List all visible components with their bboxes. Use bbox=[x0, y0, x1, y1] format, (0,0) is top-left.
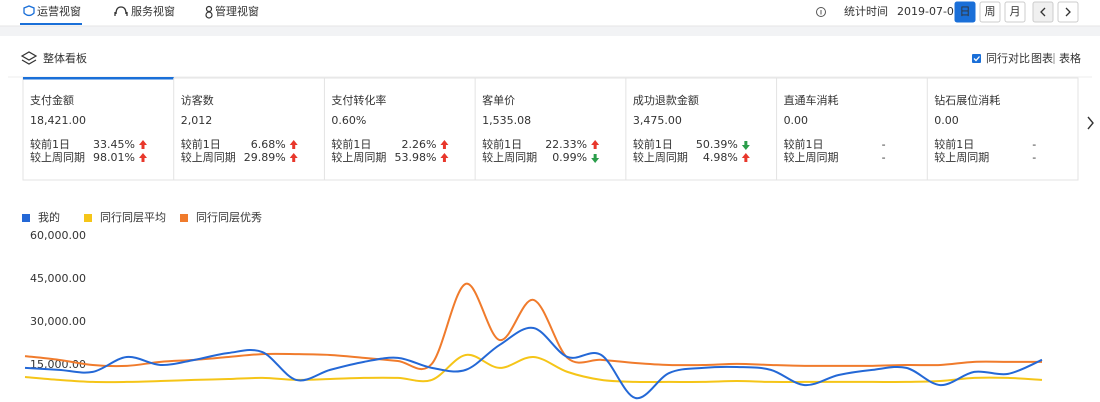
compare-label: 较上周同期 bbox=[482, 150, 537, 164]
compare-pct: 22.33% bbox=[545, 138, 587, 151]
y-tick-label: 60,000.00 bbox=[30, 229, 86, 242]
legend-swatch bbox=[180, 214, 188, 222]
nav-tab[interactable]: 服务视窗 bbox=[131, 4, 175, 18]
compare-pct: 6.68% bbox=[251, 138, 286, 151]
period-button-label[interactable]: 日 bbox=[960, 5, 971, 18]
compare-label: 较上周同期 bbox=[331, 150, 386, 164]
compare-checkbox[interactable] bbox=[972, 54, 981, 63]
active-tab-underline bbox=[20, 23, 82, 25]
compare-pct: 0.99% bbox=[552, 151, 587, 164]
card-value: 1,535.08 bbox=[482, 114, 531, 127]
nav-tab[interactable]: 运营视窗 bbox=[37, 4, 81, 18]
compare-label: 较前1日 bbox=[181, 137, 221, 151]
trend-up-arrow bbox=[741, 153, 750, 162]
compare-label: 较上周同期 bbox=[30, 150, 85, 164]
period-button[interactable] bbox=[1004, 1, 1026, 23]
checkbox-check bbox=[973, 56, 980, 62]
period-button[interactable] bbox=[979, 1, 1001, 23]
card-label[interactable]: 钻石展位消耗 bbox=[934, 93, 1000, 107]
period-button-label[interactable]: 周 bbox=[985, 5, 996, 18]
period-button[interactable] bbox=[954, 1, 976, 23]
tab-icon bbox=[205, 11, 213, 19]
compare-pct: - bbox=[1032, 151, 1036, 164]
card-value: 0.00 bbox=[934, 114, 959, 127]
trend-down-arrow bbox=[591, 154, 600, 163]
legend-label[interactable]: 同行同层平均 bbox=[100, 211, 166, 224]
period-button-label[interactable]: 月 bbox=[1010, 5, 1021, 18]
card-value: 2,012 bbox=[181, 114, 213, 127]
y-tick-label: 45,000.00 bbox=[30, 272, 86, 285]
card-value: 3,475.00 bbox=[633, 114, 682, 127]
info-icon bbox=[816, 7, 826, 17]
trend-up-arrow bbox=[440, 140, 449, 149]
tab-icon bbox=[23, 5, 35, 17]
y-tick-label: 30,000.00 bbox=[30, 315, 86, 328]
compare-pct: 2.26% bbox=[401, 138, 436, 151]
button-arrow bbox=[1065, 7, 1071, 17]
compare-pct: 98.01% bbox=[93, 151, 135, 164]
nav-tab[interactable]: 管理视窗 bbox=[215, 4, 259, 18]
compare-pct: 50.39% bbox=[696, 138, 738, 151]
card-label[interactable]: 支付转化率 bbox=[331, 93, 386, 107]
compare-pct: 4.98% bbox=[703, 151, 738, 164]
compare-label: 较上周同期 bbox=[784, 150, 839, 164]
legend-swatch bbox=[22, 214, 30, 222]
date-label: 统计时间 bbox=[844, 5, 888, 18]
compare-label: 较前1日 bbox=[633, 137, 673, 151]
next-button[interactable] bbox=[1057, 1, 1079, 23]
compare-pct: 33.45% bbox=[93, 138, 135, 151]
compare-label[interactable]: 同行对比 bbox=[986, 51, 1030, 65]
tab-icon bbox=[114, 6, 128, 16]
series-line bbox=[24, 326, 1043, 399]
compare-label: 较上周同期 bbox=[633, 150, 688, 164]
compare-label: 较前1日 bbox=[784, 137, 824, 151]
card-value: 0.60% bbox=[331, 114, 366, 127]
series-line bbox=[24, 353, 1043, 384]
trend-down-arrow bbox=[741, 141, 750, 150]
card-label[interactable]: 支付金额 bbox=[30, 93, 74, 107]
compare-pct: - bbox=[882, 138, 886, 151]
card-label[interactable]: 客单价 bbox=[482, 93, 515, 107]
trend-up-arrow bbox=[440, 153, 449, 162]
compare-label: 较前1日 bbox=[934, 137, 974, 151]
compare-label: 较上周同期 bbox=[934, 150, 989, 164]
trend-up-arrow bbox=[289, 153, 298, 162]
legend-label[interactable]: 同行同层优秀 bbox=[196, 211, 262, 224]
trend-up-arrow bbox=[591, 140, 600, 149]
card-value: 0.00 bbox=[784, 114, 809, 127]
button-arrow bbox=[1040, 7, 1046, 17]
compare-label: 较前1日 bbox=[30, 137, 70, 151]
view-table[interactable]: 表格 bbox=[1059, 51, 1081, 65]
trend-up-arrow bbox=[139, 153, 147, 162]
trend-up-arrow bbox=[139, 140, 147, 149]
panel-title: 整体看板 bbox=[43, 51, 87, 65]
trend-up-arrow bbox=[289, 140, 298, 149]
prev-button[interactable] bbox=[1032, 1, 1054, 23]
card-label[interactable]: 直通车消耗 bbox=[784, 93, 839, 107]
date-value: 2019-07-03 bbox=[897, 5, 961, 18]
compare-pct: 29.89% bbox=[244, 151, 286, 164]
compare-label: 较前1日 bbox=[331, 137, 371, 151]
layers-icon bbox=[20, 51, 38, 65]
cards-frame bbox=[22, 77, 1079, 181]
cards-next-arrow[interactable] bbox=[1087, 116, 1094, 130]
view-chart[interactable]: 图表 bbox=[1031, 51, 1053, 65]
compare-pct: - bbox=[1032, 138, 1036, 151]
card-active-bar bbox=[23, 77, 174, 80]
compare-pct: 53.98% bbox=[394, 151, 436, 164]
card-label[interactable]: 访客数 bbox=[181, 93, 214, 107]
compare-label: 较上周同期 bbox=[181, 150, 236, 164]
legend-label[interactable]: 我的 bbox=[38, 210, 60, 224]
card-label[interactable]: 成功退款金额 bbox=[633, 93, 699, 107]
legend-swatch bbox=[84, 214, 92, 222]
compare-pct: - bbox=[882, 151, 886, 164]
compare-label: 较前1日 bbox=[482, 137, 522, 151]
separator-strip bbox=[0, 26, 1100, 36]
card-value: 18,421.00 bbox=[30, 114, 86, 127]
